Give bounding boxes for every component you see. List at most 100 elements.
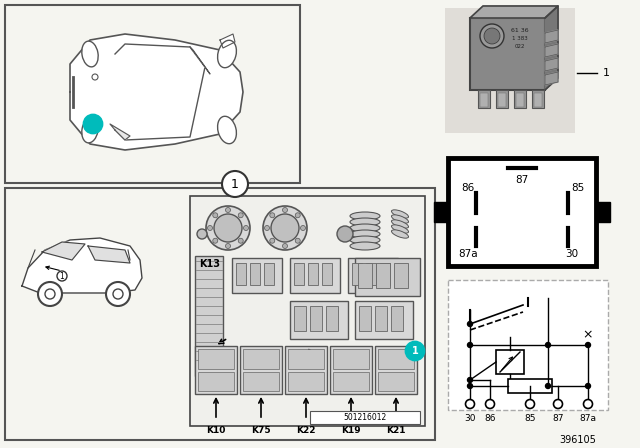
Ellipse shape [350,218,380,226]
Text: 1 383: 1 383 [512,35,528,40]
Bar [240,346,282,394]
Ellipse shape [350,230,380,238]
Polygon shape [190,47,210,74]
Ellipse shape [82,117,98,143]
Bar [378,349,414,369]
Bar [355,258,420,296]
Circle shape [206,206,250,250]
Circle shape [45,289,55,299]
Bar [5,188,435,440]
Circle shape [586,343,591,348]
Bar [375,306,387,331]
Bar [294,263,304,285]
Bar [333,372,369,391]
Bar [359,306,371,331]
Ellipse shape [350,236,380,244]
Circle shape [238,238,243,243]
Circle shape [225,244,230,249]
Ellipse shape [218,40,236,68]
Bar [532,90,544,108]
Text: 87: 87 [515,175,529,185]
Text: 1: 1 [412,346,419,356]
Text: 87a: 87a [458,249,478,259]
Polygon shape [70,34,243,150]
Text: 1: 1 [603,68,610,78]
Circle shape [106,282,130,306]
Bar [264,263,274,285]
Bar [330,346,372,394]
Bar [288,372,324,391]
Bar [290,258,340,293]
Ellipse shape [392,220,408,228]
Circle shape [282,244,287,249]
Circle shape [57,271,67,281]
Bar [448,158,596,266]
Ellipse shape [218,116,236,144]
Polygon shape [110,124,130,140]
Circle shape [212,238,218,243]
Circle shape [271,214,299,242]
Bar [195,256,223,376]
Bar [596,202,610,222]
Circle shape [207,225,212,231]
Circle shape [301,225,305,231]
Bar [478,90,490,108]
Text: 61 36: 61 36 [511,27,529,33]
Ellipse shape [392,210,408,218]
Circle shape [295,238,300,243]
Text: 85: 85 [524,414,536,422]
Text: 1: 1 [90,119,97,129]
Bar [308,263,318,285]
Bar [285,346,327,394]
Circle shape [525,400,534,409]
Text: 501216012: 501216012 [344,413,387,422]
Text: K13: K13 [200,259,221,269]
Bar [243,372,279,391]
Text: 86: 86 [484,414,496,422]
Text: 022: 022 [515,43,525,48]
Bar [352,263,362,285]
Bar [198,372,234,391]
Polygon shape [22,238,142,293]
Circle shape [212,213,218,218]
Bar [498,93,506,107]
Text: 396105: 396105 [559,435,596,445]
Polygon shape [545,30,558,43]
Circle shape [84,115,102,133]
Polygon shape [42,242,85,260]
Bar [294,306,306,331]
Circle shape [545,343,550,348]
Polygon shape [545,6,558,90]
Circle shape [467,343,472,348]
Circle shape [263,206,307,250]
Bar [355,301,413,339]
Bar [5,5,300,183]
Circle shape [113,289,123,299]
Text: K21: K21 [387,426,406,435]
Circle shape [243,225,248,231]
Bar [375,346,417,394]
Polygon shape [115,44,205,140]
Circle shape [484,28,500,44]
Circle shape [38,282,62,306]
Circle shape [467,322,472,327]
Bar [376,263,390,288]
Circle shape [584,400,593,409]
Bar [195,346,237,394]
Bar [232,258,282,293]
Bar [380,263,390,285]
Polygon shape [470,6,558,18]
Bar [333,349,369,369]
Bar [514,90,526,108]
Text: K19: K19 [341,426,361,435]
Circle shape [238,213,243,218]
Ellipse shape [392,225,408,233]
Ellipse shape [350,242,380,250]
Bar [310,411,420,424]
Text: 30: 30 [565,249,579,259]
Circle shape [295,213,300,218]
Text: 1: 1 [60,271,65,280]
Polygon shape [545,72,558,85]
Bar [434,202,448,222]
Circle shape [337,226,353,242]
